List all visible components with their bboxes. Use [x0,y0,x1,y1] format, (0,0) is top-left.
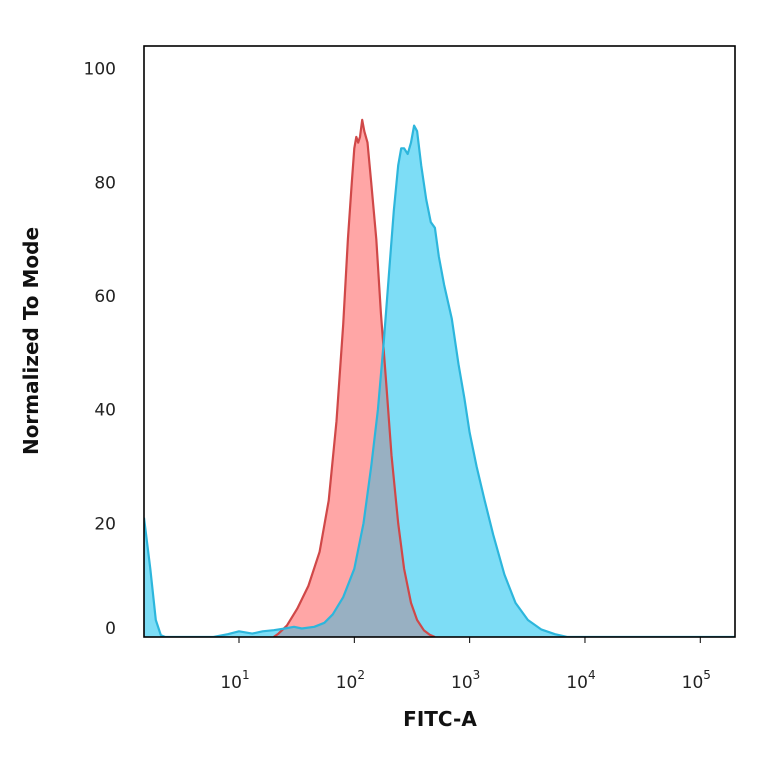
x-tick-label: 102 [336,668,365,693]
x-axis-title: FITC-A [403,707,477,731]
y-tick-label: 80 [94,173,116,193]
x-tick-label: 105 [682,668,711,693]
y-tick-label: 60 [94,287,116,307]
y-tick-label: 100 [84,60,116,80]
series-overlap-fill [273,348,435,637]
series-line-sample [144,124,735,637]
x-tick-label: 101 [220,668,249,693]
y-axis-ticks: 0 20 40 60 80 100 [84,60,116,639]
plot-area [144,118,735,637]
y-tick-label: 40 [94,401,116,421]
series-fill-sample [144,125,735,637]
y-tick-label: 0 [105,619,116,639]
x-axis-ticks: 101 102 103 104 105 [220,637,711,693]
series-line-control [273,118,436,637]
x-tick-label: 104 [566,668,595,693]
y-axis-title: Normalized To Mode [19,227,43,455]
plot-frame [143,45,736,638]
x-tick-label: 103 [451,668,480,693]
y-tick-label: 20 [94,514,116,534]
